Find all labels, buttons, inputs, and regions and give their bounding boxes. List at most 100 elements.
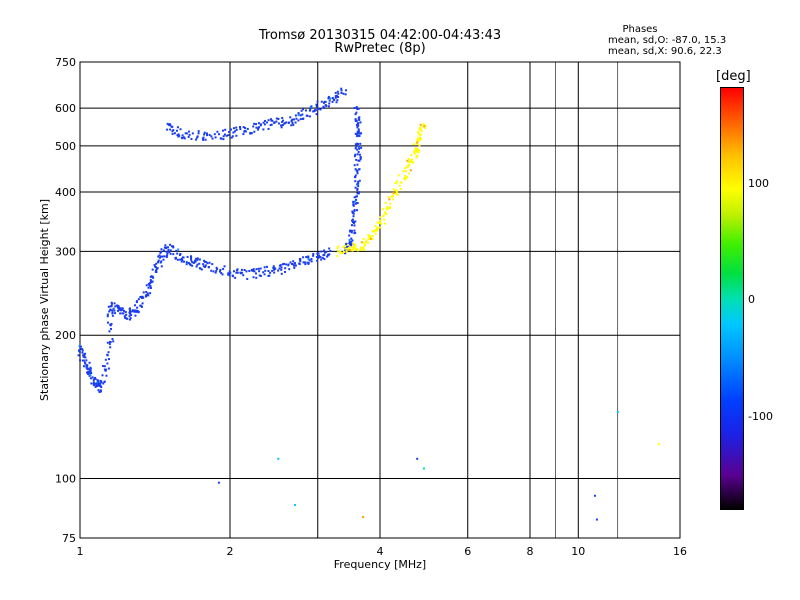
x-tick-label: 4 bbox=[377, 545, 384, 558]
echo-point bbox=[193, 261, 196, 264]
echo-point bbox=[364, 243, 367, 246]
echo-point bbox=[231, 275, 234, 278]
echo-point bbox=[166, 246, 169, 249]
echo-point bbox=[94, 385, 97, 388]
echo-point bbox=[214, 136, 217, 139]
echo-point bbox=[212, 270, 215, 273]
phase-stats-x: mean, sd,X: 90.6, 22.3 bbox=[608, 46, 722, 57]
echo-point bbox=[255, 276, 258, 279]
echo-point bbox=[168, 251, 171, 254]
echo-point bbox=[134, 314, 137, 317]
echo-point bbox=[242, 133, 245, 136]
echo-point bbox=[265, 265, 268, 268]
echo-point bbox=[371, 234, 374, 237]
echo-point bbox=[109, 308, 112, 311]
echo-point bbox=[159, 261, 162, 264]
echo-point bbox=[222, 138, 225, 141]
echo-point bbox=[358, 159, 361, 162]
echo-point bbox=[354, 143, 357, 146]
echo-point bbox=[244, 130, 247, 133]
echo-point bbox=[385, 208, 388, 211]
echo-point bbox=[351, 246, 354, 249]
echo-point bbox=[185, 132, 188, 135]
echo-point bbox=[356, 143, 359, 146]
echo-point bbox=[183, 260, 186, 263]
echo-point bbox=[283, 270, 286, 273]
echo-point bbox=[383, 222, 386, 225]
echo-point bbox=[413, 150, 416, 153]
echo-point bbox=[83, 361, 86, 364]
echo-point bbox=[420, 128, 423, 131]
echo-point bbox=[124, 311, 127, 314]
echo-point bbox=[208, 261, 211, 264]
echo-point bbox=[190, 138, 193, 141]
echo-point bbox=[208, 133, 211, 136]
echo-point bbox=[367, 241, 370, 244]
echo-point bbox=[418, 139, 421, 142]
echo-point bbox=[267, 119, 270, 122]
echo-point bbox=[188, 133, 191, 136]
echo-point bbox=[171, 130, 174, 133]
echo-point bbox=[294, 114, 297, 117]
echo-point bbox=[392, 198, 395, 201]
echo-point bbox=[108, 330, 111, 333]
echo-point bbox=[323, 249, 326, 252]
echo-point bbox=[360, 146, 363, 149]
echo-point bbox=[162, 249, 165, 252]
echo-point bbox=[218, 270, 221, 273]
echo-point bbox=[352, 215, 355, 218]
echo-point bbox=[374, 224, 377, 227]
phase-stats-heading: Phases bbox=[622, 24, 658, 35]
echo-point bbox=[182, 256, 185, 259]
echo-point bbox=[358, 168, 361, 171]
echo-point bbox=[105, 374, 108, 377]
echo-point bbox=[108, 343, 111, 346]
echo-point bbox=[203, 260, 206, 263]
echo-point bbox=[228, 130, 231, 133]
echo-point bbox=[302, 261, 305, 264]
echo-point bbox=[259, 274, 262, 277]
echo-point bbox=[294, 264, 297, 267]
colorbar-tick: 100 bbox=[748, 177, 769, 190]
echo-point bbox=[196, 136, 199, 139]
echo-point bbox=[306, 261, 309, 264]
echo-point bbox=[299, 260, 302, 263]
echo-point bbox=[379, 219, 382, 222]
echo-point bbox=[136, 300, 139, 303]
echo-point bbox=[361, 246, 364, 249]
y-tick-label: 300 bbox=[55, 245, 76, 258]
echo-point bbox=[103, 380, 106, 383]
echo-point bbox=[319, 108, 322, 111]
echo-point bbox=[206, 262, 209, 265]
echo-point bbox=[408, 172, 411, 175]
y-tick-label: 400 bbox=[55, 186, 76, 199]
echo-point bbox=[236, 268, 239, 271]
echo-point bbox=[407, 158, 410, 161]
echo-point bbox=[336, 247, 339, 250]
echo-point bbox=[291, 262, 294, 265]
echo-point bbox=[304, 263, 307, 266]
echo-point bbox=[348, 239, 351, 242]
echo-point bbox=[356, 130, 359, 133]
echo-point bbox=[315, 103, 318, 106]
echo-point bbox=[410, 160, 413, 163]
echo-point bbox=[165, 250, 168, 253]
echo-point bbox=[96, 379, 99, 382]
echo-point bbox=[367, 236, 370, 239]
echo-point bbox=[89, 369, 92, 372]
echo-point bbox=[277, 122, 280, 125]
echo-point bbox=[354, 186, 357, 189]
echo-point bbox=[121, 307, 124, 310]
echo-point bbox=[350, 224, 353, 227]
echo-point bbox=[381, 208, 384, 211]
echo-point bbox=[139, 304, 142, 307]
echo-point bbox=[336, 99, 339, 102]
y-tick-label: 750 bbox=[55, 56, 76, 69]
echo-point bbox=[164, 244, 167, 247]
echo-point bbox=[308, 259, 311, 262]
echo-point bbox=[357, 145, 360, 148]
echo-point bbox=[357, 107, 360, 110]
phase-colorbar bbox=[720, 87, 744, 510]
echo-point bbox=[419, 126, 422, 129]
